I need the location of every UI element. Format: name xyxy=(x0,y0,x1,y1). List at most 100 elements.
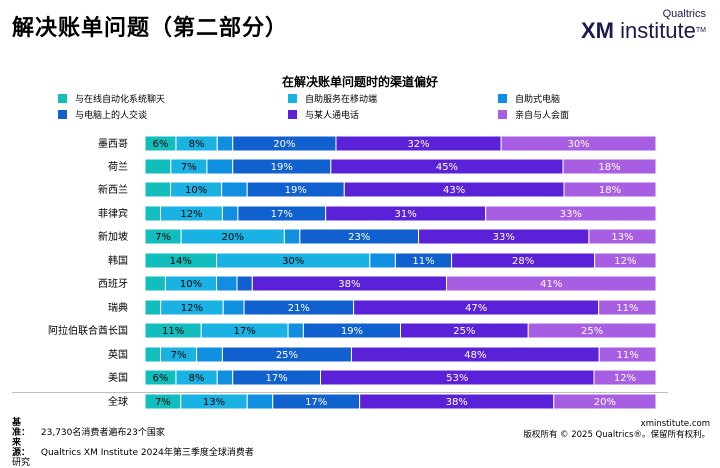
legend-label: 与某人通电话 xyxy=(305,111,360,121)
bar-segment xyxy=(369,252,396,269)
base-note: 基准： 23,730名消费者遍布23个国家 xyxy=(12,418,254,438)
data-label: 20% xyxy=(594,397,616,408)
legend-swatch xyxy=(58,110,67,119)
category-label: 韩国 xyxy=(108,254,128,267)
bar-segment xyxy=(216,275,238,292)
data-label: 25% xyxy=(581,326,603,337)
logo-xm: XM xyxy=(580,18,614,43)
base-label: 基准： xyxy=(12,418,31,438)
data-label: 20% xyxy=(222,232,244,243)
legend-swatch xyxy=(498,94,507,103)
legend-item: 与在线自动化系统聊天 xyxy=(58,92,165,105)
data-label: 7% xyxy=(171,350,187,361)
bar-segment xyxy=(222,299,245,316)
data-label: 12% xyxy=(181,303,203,314)
legend-item: 自助服务在移动端 xyxy=(288,92,377,105)
bar-segment xyxy=(216,369,234,386)
bar-segment xyxy=(283,228,301,245)
bar-segment xyxy=(588,228,657,245)
page-title: 解决账单问题（第二部分） xyxy=(12,16,289,41)
legend-item: 自助式电脑 xyxy=(498,92,560,105)
category-label: 美国 xyxy=(108,371,128,384)
category-label: 瑞典 xyxy=(108,301,128,314)
legend-swatch xyxy=(288,110,297,119)
bar-segment xyxy=(221,181,248,198)
data-label: 7% xyxy=(155,232,171,243)
legend-label: 与在线自动化系统聊天 xyxy=(75,95,166,105)
bar-segment xyxy=(196,346,223,363)
bar-segment xyxy=(527,322,657,339)
category-label: 新西兰 xyxy=(98,183,128,196)
data-label: 32% xyxy=(407,139,429,150)
data-label: 45% xyxy=(436,162,458,173)
bar-segment xyxy=(144,299,162,316)
data-label: 28% xyxy=(512,256,534,267)
data-label: 53% xyxy=(446,373,468,384)
bar-segment xyxy=(593,369,657,386)
bar-segment xyxy=(553,393,657,410)
data-label: 38% xyxy=(338,279,360,290)
bar-segment xyxy=(562,158,657,175)
data-label: 21% xyxy=(288,303,310,314)
data-label: 6% xyxy=(153,139,169,150)
data-label: 17% xyxy=(271,209,293,220)
bar-segment xyxy=(144,205,161,222)
data-label: 18% xyxy=(599,185,621,196)
data-label: 10% xyxy=(185,185,207,196)
category-label: 英国 xyxy=(108,348,128,361)
bar-segment xyxy=(445,275,657,292)
data-label: 11% xyxy=(616,303,638,314)
data-label: 12% xyxy=(180,209,202,220)
category-label: 全球 xyxy=(108,395,128,408)
category-label: 菲律宾 xyxy=(98,207,128,220)
bar-segment xyxy=(500,135,657,152)
logo-institute: institute xyxy=(613,18,696,43)
legend-label: 自助服务在移动端 xyxy=(305,95,378,105)
data-label: 11% xyxy=(412,256,434,267)
bar-segment xyxy=(287,322,304,339)
category-label: 西班牙 xyxy=(98,278,128,290)
data-label: 11% xyxy=(162,326,184,337)
site-link[interactable]: xminstitute.com xyxy=(640,419,710,429)
legend-item: 与某人通电话 xyxy=(288,108,359,121)
legend-item: 与电脑上的人交谈 xyxy=(58,108,147,121)
data-label: 12% xyxy=(614,256,636,267)
bar-segment xyxy=(144,275,166,292)
legend-label: 与电脑上的人交谈 xyxy=(75,111,148,121)
data-label: 10% xyxy=(180,279,202,290)
data-label: 25% xyxy=(453,326,475,337)
bar-segment xyxy=(144,346,161,363)
data-label: 19% xyxy=(285,185,307,196)
data-label: 13% xyxy=(203,397,225,408)
qualtrics-xm-institute-logo: Qualtrics XM instituteTM xyxy=(581,8,706,42)
source-note-cont: 研究 xyxy=(12,458,31,468)
data-label: 30% xyxy=(282,256,304,267)
category-label: 新加坡 xyxy=(98,230,128,243)
category-label: 阿拉伯联合酋长国 xyxy=(48,324,128,337)
data-label: 33% xyxy=(560,209,582,220)
data-label: 8% xyxy=(189,373,205,384)
legend-swatch xyxy=(58,94,67,103)
data-label: 48% xyxy=(464,350,486,361)
data-label: 12% xyxy=(614,373,636,384)
bar-segment xyxy=(236,275,253,292)
category-label: 荷兰 xyxy=(108,160,128,173)
data-label: 47% xyxy=(465,303,487,314)
legend-item: 亲自与人会面 xyxy=(498,108,569,121)
bar-segment xyxy=(144,158,172,175)
data-label: 13% xyxy=(611,232,633,243)
data-label: 17% xyxy=(305,397,327,408)
chart-title: 在解决账单问题时的渠道偏好 xyxy=(281,75,438,89)
data-label: 23% xyxy=(348,232,370,243)
data-label: 30% xyxy=(567,139,589,150)
bar-segment xyxy=(598,299,657,316)
stacked-bar-chart: 墨西哥 6% 8% 20% 32% 30% 荷兰 7% 19% 45% 18% 新西兰 10% 19% 43… xyxy=(48,135,657,410)
base-text: 23,730名消费者遍布23个国家 xyxy=(40,428,165,438)
bar-segment xyxy=(221,205,239,222)
copyright-text: 版权所有 © 2025 Qualtrics®。保留所有权利。 xyxy=(523,430,710,440)
bar-segment xyxy=(594,252,657,269)
footer-notes: 基准： 23,730名消费者遍布23个国家 来源： Qualtrics XM I… xyxy=(12,418,254,468)
data-label: 33% xyxy=(493,232,515,243)
chart-legend: 与在线自动化系统聊天 自助服务在移动端 自助式电脑与电脑上的人交谈 与某人通电话 亲自与… xyxy=(58,92,678,122)
data-label: 19% xyxy=(341,326,363,337)
